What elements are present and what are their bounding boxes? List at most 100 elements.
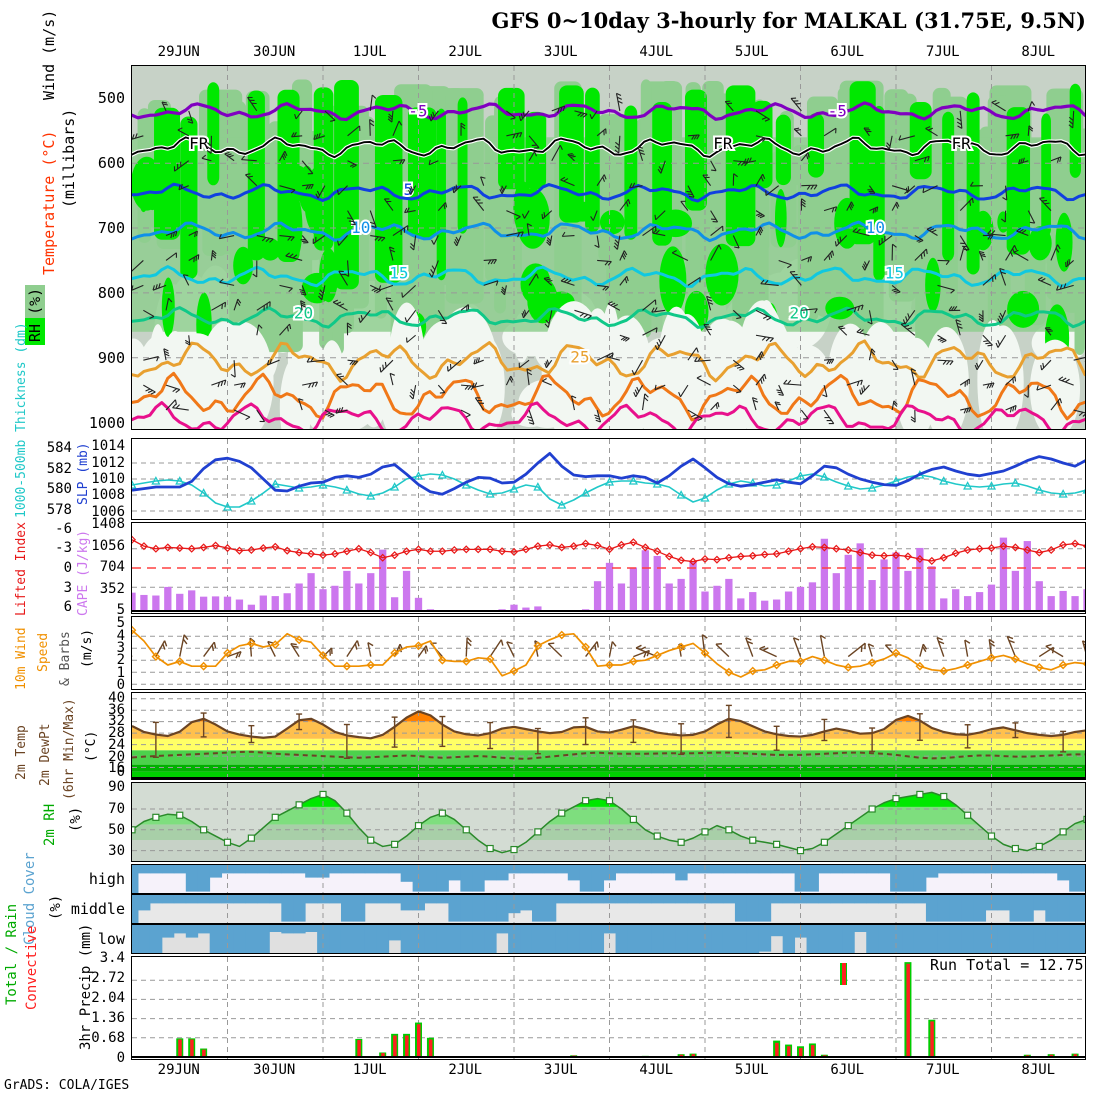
tick-label: 500 [97, 88, 125, 107]
svg-text:10: 10 [351, 218, 370, 237]
svg-text:15: 15 [389, 263, 408, 282]
tick-label: 1056 [91, 537, 125, 554]
tick-label: 1008 [91, 487, 125, 504]
svg-text:FR: FR [713, 134, 733, 153]
svg-text:10: 10 [351, 218, 370, 237]
tick-label: 1014 [91, 438, 125, 455]
date-label: 29JUN [157, 44, 200, 60]
tick-label: 584 [46, 440, 72, 457]
date-label: 5JUL [734, 1062, 769, 1078]
svg-text:25: 25 [570, 348, 589, 367]
precip-convective-legend: Convective [24, 925, 40, 1010]
date-label: 6JUL [830, 1062, 865, 1078]
date-label: 1JUL [352, 44, 387, 60]
tick-label: 1012 [91, 454, 125, 471]
tick-label: high [88, 870, 125, 888]
rh2m-panel[interactable] [131, 782, 1086, 862]
tick-label: 580 [46, 481, 72, 498]
precip-panel[interactable] [131, 956, 1086, 1060]
date-label: 30JUN [253, 1062, 296, 1078]
tick-label: 0 [116, 764, 125, 780]
tick-label: 2.04 [91, 990, 125, 1006]
tick-label: 0 [63, 560, 72, 576]
wind10m-panel[interactable] [131, 616, 1086, 690]
wind10m-label: 10m Wind [14, 627, 29, 690]
svg-text:20: 20 [294, 304, 313, 323]
svg-text:FR: FR [189, 134, 209, 153]
tick-label: 704 [99, 559, 125, 575]
tick-label: 1010 [91, 471, 125, 487]
svg-text:15: 15 [885, 263, 904, 282]
svg-text:5: 5 [404, 180, 414, 199]
svg-text:5: 5 [404, 180, 414, 199]
temp2m-panel[interactable] [131, 692, 1086, 780]
date-label: 7JUL [925, 1062, 960, 1078]
upper-air-wind-label: Wind (m/s) [40, 9, 58, 100]
svg-text:FR: FR [951, 134, 971, 153]
date-label: 6JUL [830, 44, 865, 60]
date-label: 3JUL [543, 44, 578, 60]
svg-text:20: 20 [789, 304, 808, 323]
tick-label: 1000 [88, 414, 125, 433]
wind10m-speed-label: Speed [36, 632, 51, 672]
tick-label: 5 [116, 615, 125, 632]
svg-text:-5: -5 [828, 101, 847, 120]
tick-label: -6 [55, 520, 72, 537]
tick-label: 28 [108, 725, 125, 742]
cloud-low-panel[interactable] [131, 924, 1086, 954]
tick-label: 30 [108, 843, 125, 860]
tick-label: 3 [63, 579, 72, 596]
tick-label: 582 [46, 460, 72, 477]
svg-text:20: 20 [294, 304, 313, 323]
tick-label: 1408 [91, 516, 125, 532]
svg-text:15: 15 [389, 263, 408, 282]
svg-text:10: 10 [866, 218, 885, 237]
cloud-high-panel[interactable] [131, 864, 1086, 894]
tick-label: 1 [116, 664, 125, 681]
page-title: GFS 0~10day 3-hourly for MALKAL (31.75E,… [491, 8, 1086, 33]
date-label: 2JUL [448, 44, 483, 60]
tick-label: 900 [97, 349, 125, 368]
svg-text:10: 10 [866, 218, 885, 237]
upper-air-temperature-label: Temperature (°C) [40, 130, 58, 276]
svg-text:-5: -5 [828, 101, 847, 120]
tick-label: 0 [116, 677, 125, 694]
tick-label: 0 [116, 1050, 125, 1066]
tick-label: 2 [116, 652, 125, 669]
tick-label: 50 [108, 822, 125, 838]
tick-label: 4 [116, 627, 125, 644]
date-label: 2JUL [448, 1062, 483, 1078]
li-cape-panel[interactable] [131, 522, 1086, 614]
tick-label: 5 [116, 602, 125, 618]
run-total-label: Run Total = 12.75 [930, 956, 1084, 974]
svg-text:-5: -5 [408, 101, 427, 120]
tick-label: 800 [97, 284, 125, 303]
date-label: 30JUN [253, 44, 296, 60]
tick-label: 1.36 [91, 1010, 125, 1026]
date-label: 7JUL [925, 44, 960, 60]
date-label: 8JUL [1021, 1062, 1056, 1078]
tick-label: 578 [46, 501, 72, 518]
upper-air-panel[interactable]: -5 -5 -5 -5 FR FR FR FR FR FR 5 5 10 10 10 10 15 15 15 15 20… [131, 65, 1086, 430]
tick-label: 6 [63, 599, 72, 616]
tick-label: 90 [108, 779, 125, 796]
svg-text:20: 20 [789, 304, 808, 323]
slp-thickness-panel[interactable] [131, 438, 1086, 520]
tick-label: -3 [55, 540, 72, 557]
credits: GrADS: COLA/IGES [4, 1078, 130, 1093]
cloud-middle-panel[interactable] [131, 894, 1086, 924]
tick-label: 3 [116, 640, 125, 657]
date-label: 4JUL [639, 44, 674, 60]
tick-label: 20 [108, 748, 125, 765]
tick-label: 600 [97, 153, 125, 172]
date-label: 3JUL [543, 1062, 578, 1078]
svg-text:FR: FR [951, 134, 971, 153]
dewpt2m-label: 2m DewPt [38, 723, 53, 786]
svg-text:FR: FR [189, 134, 209, 153]
precip-total-legend: Total / Rain [4, 903, 20, 1005]
temp2m-label: 2m Temp [14, 725, 29, 780]
date-label: 1JUL [352, 1062, 387, 1078]
date-label: 8JUL [1021, 44, 1056, 60]
tick-label: 0.68 [91, 1030, 125, 1046]
svg-text:25: 25 [570, 348, 589, 367]
